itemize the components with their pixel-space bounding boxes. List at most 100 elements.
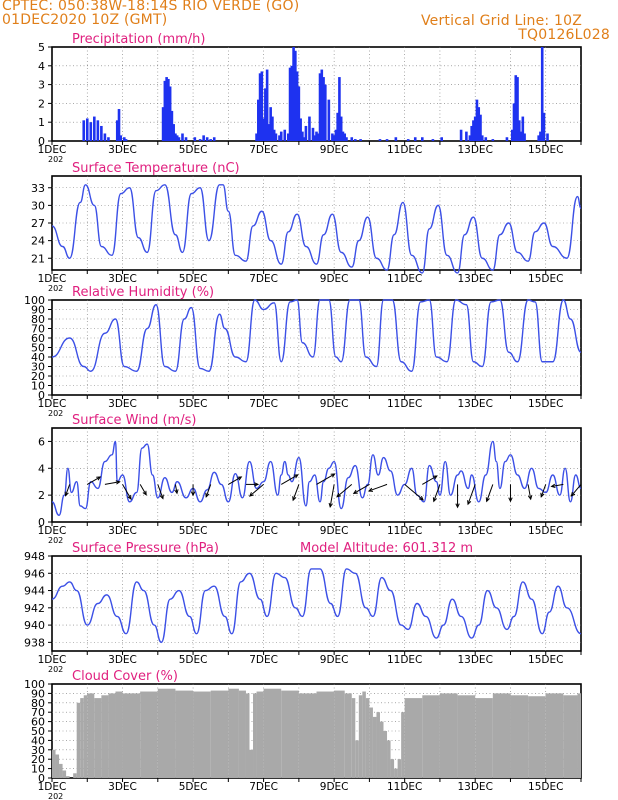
precip-bar <box>103 133 107 141</box>
x-tick-label: 11DEC <box>387 144 422 156</box>
precip-bar <box>406 139 410 141</box>
cloud-bar <box>401 712 405 778</box>
precip-bar <box>304 125 308 141</box>
precip-bar <box>299 118 302 141</box>
cloud-bar <box>563 695 578 778</box>
precip-bar <box>332 135 336 141</box>
precip-bar <box>350 137 354 141</box>
precip-bar <box>440 137 443 141</box>
wind-arrow-shaft <box>139 484 147 496</box>
cloud-bar <box>365 698 370 778</box>
cloud-bar <box>492 693 511 778</box>
x-tick-label: 5DEC <box>179 273 208 285</box>
x-tick-label: 15DEC <box>528 654 563 666</box>
precip-bar <box>413 137 417 141</box>
precip-bar <box>465 131 468 141</box>
cloud-bar <box>334 690 345 778</box>
x-tick-label: 13DEC <box>457 781 492 793</box>
precip-bar <box>107 137 110 141</box>
panel-title: Surface Pressure (hPa) <box>72 541 219 556</box>
precip-bar <box>271 116 274 141</box>
cloud-bar <box>245 693 250 778</box>
precip-bar <box>470 125 473 141</box>
precip-bar <box>514 75 518 141</box>
precip-bar <box>174 133 177 141</box>
precip-bar <box>205 137 209 141</box>
wind-arrow-head <box>293 474 299 479</box>
x-tick-label: 9DEC <box>320 525 349 537</box>
precip-bar <box>327 99 331 141</box>
precip-bar <box>170 110 174 141</box>
year-label: 202 <box>48 665 63 674</box>
panel-frame <box>51 555 582 652</box>
cloud-bar <box>249 749 254 778</box>
cloud-bar <box>510 695 529 778</box>
precip-bar <box>343 133 347 141</box>
precip-bar <box>353 139 357 141</box>
cloud-bar <box>238 690 246 778</box>
precip-bar <box>516 77 519 141</box>
y-tick-label: 0 <box>38 135 45 148</box>
y-tick-label: 30 <box>31 361 45 374</box>
panel-frame <box>51 427 582 523</box>
precip-bar <box>345 137 348 141</box>
cloud-bar <box>358 695 363 778</box>
y-tick-label: 50 <box>31 342 45 355</box>
precip-bar <box>184 137 188 141</box>
wind-arrow-head <box>367 487 374 492</box>
cloud-bar <box>355 740 359 778</box>
cloud-bar <box>140 691 158 778</box>
precip-bar <box>336 112 339 141</box>
precip-bar <box>539 131 542 141</box>
cloud-bar <box>577 693 581 778</box>
precip-bar <box>267 124 271 141</box>
wind-arrow-shaft <box>570 484 582 497</box>
precip-bar <box>334 129 338 141</box>
cloud-bar <box>55 754 60 778</box>
y-tick-label: 90 <box>31 687 45 700</box>
cloud-bar <box>394 768 398 778</box>
precip-bar <box>122 137 126 141</box>
cloud-bar <box>256 691 264 778</box>
precip-bar <box>264 88 267 141</box>
precip-bar <box>313 135 317 141</box>
cloud-bar <box>52 749 56 778</box>
precip-bar <box>523 133 526 141</box>
precip-bar <box>385 139 389 141</box>
x-tick-label: 11DEC <box>387 273 422 285</box>
precip-bar <box>477 107 481 141</box>
precip-bar <box>85 118 89 141</box>
wind-arrow-shaft <box>368 483 388 492</box>
wind-series-line <box>51 440 582 516</box>
wind-arrow-head <box>254 482 260 487</box>
cloud-bar <box>390 759 395 778</box>
precip-bar <box>320 69 324 141</box>
wind-arrow-shaft <box>280 474 299 485</box>
cloud-bar <box>379 721 384 778</box>
y-tick-label: 4 <box>38 462 45 475</box>
wind-arrow-shaft <box>329 484 335 507</box>
x-tick-label: 15DEC <box>528 144 563 156</box>
cloud-bar <box>108 693 116 778</box>
x-tick-label: 3DEC <box>108 398 137 410</box>
year-label: 202 <box>48 284 63 293</box>
wind-arrow-head <box>248 492 254 497</box>
precip-bar <box>177 137 181 141</box>
year-label: 202 <box>48 536 63 545</box>
y-tick-label: 0 <box>38 516 45 529</box>
wind-arrow-head <box>142 490 147 496</box>
wind-arrow-head <box>159 494 164 500</box>
wind-arrow-head <box>328 502 333 508</box>
wind-arrow-head <box>205 492 210 498</box>
wind-arrow-shaft <box>174 484 178 494</box>
y-tick-label: 24 <box>31 235 45 248</box>
x-tick-label: 15DEC <box>528 273 563 285</box>
precip-bar <box>339 116 343 141</box>
precip-bar <box>117 109 121 141</box>
x-tick-label: 7DEC <box>249 781 278 793</box>
precip-bar <box>359 139 362 141</box>
y-tick-label: 0 <box>38 389 45 402</box>
wind-arrow-shaft <box>157 484 164 499</box>
precip-bar <box>378 139 382 141</box>
y-tick-label: 10 <box>31 763 45 776</box>
